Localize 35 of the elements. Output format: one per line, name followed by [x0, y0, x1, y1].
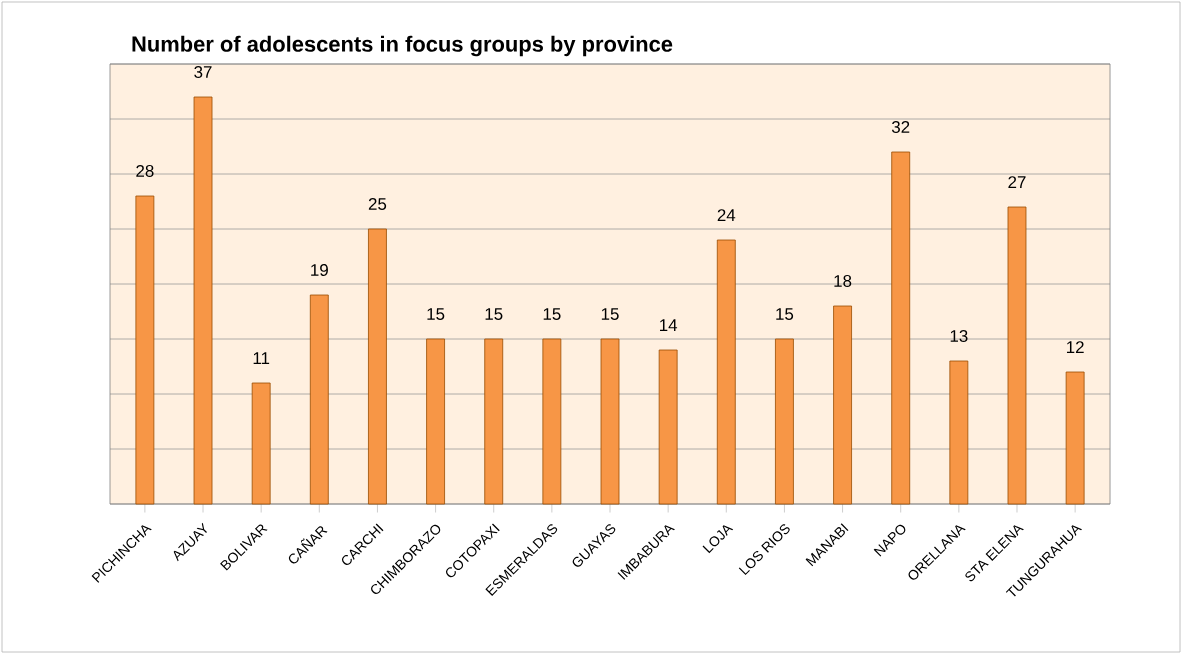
bar: [426, 338, 445, 505]
bar: [600, 338, 620, 505]
data-label: 15: [485, 308, 503, 320]
data-label: 24: [717, 209, 736, 221]
bar: [891, 151, 911, 505]
bar: [368, 228, 387, 505]
data-label: 12: [1066, 341, 1084, 353]
bar: [716, 239, 736, 505]
bar: [542, 338, 562, 505]
data-label: 27: [1008, 176, 1026, 188]
bar: [193, 96, 213, 505]
data-label: 15: [427, 308, 445, 320]
data-label: 18: [834, 274, 852, 287]
bar: [949, 360, 969, 505]
data-label: 32: [891, 120, 910, 133]
bar: [251, 382, 271, 505]
data-label: 13: [950, 329, 968, 342]
data-label: 14: [660, 319, 678, 331]
bar: [484, 338, 504, 505]
data-label: 25: [368, 197, 387, 210]
bar: [1007, 206, 1027, 505]
chart-title: Number of adolescents in focus groups by province: [132, 35, 673, 57]
bar: [1065, 371, 1085, 505]
data-label: 28: [136, 164, 154, 177]
data-label: 15: [543, 308, 561, 320]
data-label: 37: [194, 65, 212, 78]
bar: [833, 305, 852, 505]
data-label: 11: [253, 352, 270, 364]
bar: [135, 195, 155, 505]
data-label: 15: [601, 308, 619, 320]
bar: [775, 338, 794, 505]
data-label: 19: [311, 263, 328, 276]
bar: [658, 349, 678, 505]
data-label: 15: [776, 308, 794, 320]
bar: [309, 294, 329, 505]
